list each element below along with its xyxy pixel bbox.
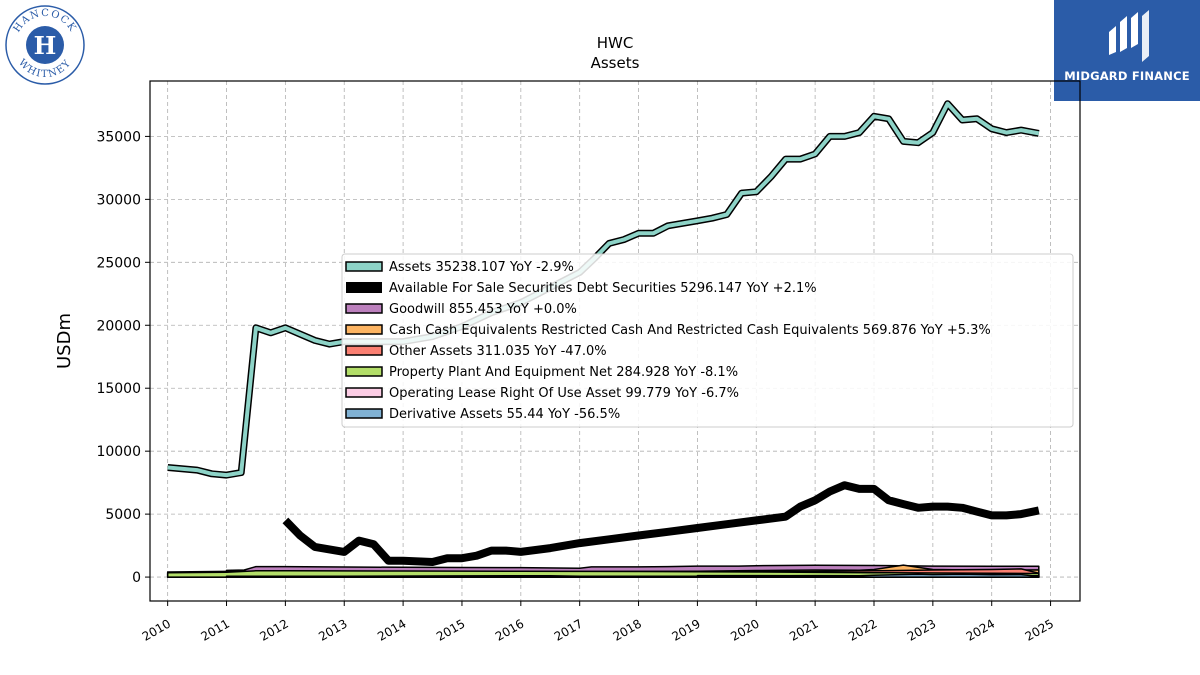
hancock-whitney-logo: H HANCOCK WHITNEY xyxy=(4,4,86,86)
plot-frame xyxy=(149,80,1081,602)
x-tick-label: 2015 xyxy=(434,616,467,643)
legend-swatch xyxy=(345,303,383,314)
legend-label: Operating Lease Right Of Use Asset 99.77… xyxy=(389,386,739,401)
legend-label: Derivative Assets 55.44 YoY -56.5% xyxy=(389,407,620,422)
midgard-finance-logo: MIDGARD FINANCE xyxy=(1054,0,1200,101)
line-assets xyxy=(167,101,1040,478)
chart-subtitle: Assets xyxy=(591,54,640,72)
x-tick-label: 2020 xyxy=(728,616,761,643)
line-series xyxy=(167,100,1040,566)
y-tick-label: 30000 xyxy=(96,192,141,208)
x-tick-label: 2010 xyxy=(140,616,173,643)
legend-label: Property Plant And Equipment Net 284.928… xyxy=(389,365,738,380)
x-tick-label: 2021 xyxy=(787,616,820,643)
midgard-finance-text: MIDGARD FINANCE xyxy=(1064,69,1190,83)
legend-swatch xyxy=(345,366,383,377)
midgard-emblem-icon xyxy=(1109,10,1149,62)
legend-swatch xyxy=(346,282,382,293)
legend-label: Assets 35238.107 YoY -2.9% xyxy=(389,260,574,275)
y-tick-label: 35000 xyxy=(96,129,141,145)
x-tick-label: 2025 xyxy=(1023,616,1056,643)
legend-label: Cash Cash Equivalents Restricted Cash An… xyxy=(389,323,991,338)
legend: Assets 35238.107 YoY -2.9% Available For … xyxy=(341,253,1074,428)
x-tick-label: 2013 xyxy=(316,616,349,643)
svg-text:H: H xyxy=(34,31,57,60)
area-series xyxy=(166,564,1040,578)
y-tick-label: 25000 xyxy=(96,255,141,271)
legend-swatch xyxy=(345,387,383,398)
y-tick-label: 15000 xyxy=(96,381,141,397)
legend-label: Other Assets 311.035 YoY -47.0% xyxy=(389,344,607,359)
legend-swatch xyxy=(345,261,383,272)
x-tick-label: 2024 xyxy=(964,616,997,643)
x-tick-label: 2018 xyxy=(611,616,644,643)
x-tick-label: 2019 xyxy=(669,616,702,643)
y-tick-label: 20000 xyxy=(96,318,141,334)
legend-swatch xyxy=(345,324,383,335)
legend-swatch xyxy=(345,345,383,356)
y-tick-label: 0 xyxy=(132,570,141,586)
line-available-for-sale-securities-debt-securities xyxy=(282,481,1040,566)
area-derivative-assets xyxy=(225,573,1040,578)
y-axis-label: USDm xyxy=(54,313,75,369)
x-tick-label: 2014 xyxy=(375,616,408,643)
x-tick-label: 2011 xyxy=(199,616,232,643)
legend-swatch xyxy=(345,408,383,419)
x-tick-label: 2016 xyxy=(493,616,526,643)
x-tick-label: 2012 xyxy=(257,616,290,643)
y-tick-label: 10000 xyxy=(96,444,141,460)
x-tick-label: 2022 xyxy=(846,616,879,643)
legend-box xyxy=(341,253,1074,428)
legend-label: Goodwill 855.453 YoY +0.0% xyxy=(389,302,577,317)
y-tick-label: 5000 xyxy=(105,507,141,523)
x-tick-label: 2017 xyxy=(552,616,585,643)
chart-title: HWC xyxy=(597,34,634,52)
legend-label: Available For Sale Securities Debt Secur… xyxy=(389,281,817,296)
x-tick-label: 2023 xyxy=(905,616,938,643)
